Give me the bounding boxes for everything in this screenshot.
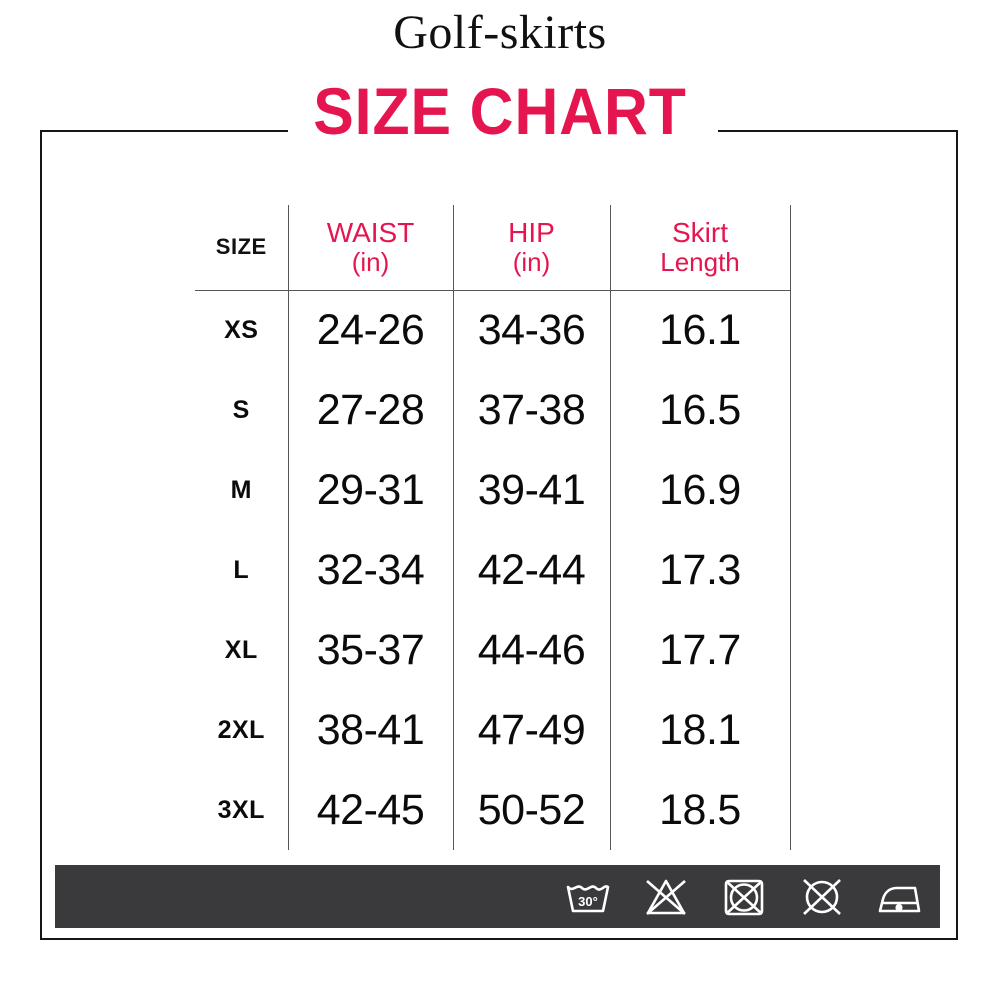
column-header-waist-label: WAIST [326, 217, 415, 249]
cell-size: L [233, 555, 250, 584]
table-header: SIZE WAIST (in) HIP (in) Skirt Length [195, 205, 791, 291]
column-header-waist: WAIST (in) [287, 205, 453, 291]
machine-wash-30-icon: 30° [562, 875, 614, 919]
do-not-dry-clean-icon [796, 875, 848, 919]
cell-hip: 37-38 [452, 370, 610, 450]
brand-title: Golf-skirts [393, 6, 607, 59]
cell-waist: 35-37 [287, 610, 453, 690]
cell-size: XS [224, 315, 259, 344]
cell-hip: 34-36 [452, 290, 610, 370]
cell-waist: 24-26 [287, 290, 453, 370]
table-header-row: SIZE WAIST (in) HIP (in) Skirt Length [195, 205, 791, 291]
cell-hip: 44-46 [452, 610, 610, 690]
cell-hip: 50-52 [452, 770, 610, 850]
cell-size: XL [224, 635, 258, 664]
table-row: S 27-28 37-38 16.5 [195, 370, 791, 450]
table-row: XS 24-26 34-36 16.1 [195, 290, 791, 370]
column-header-hip-label: HIP [508, 217, 555, 249]
cell-hip: 39-41 [452, 450, 610, 530]
column-header-waist-unit: (in) [351, 247, 390, 278]
cell-skirt: 16.5 [609, 370, 791, 450]
size-table-wrapper: SIZE WAIST (in) HIP (in) Skirt Length XS [195, 205, 791, 850]
cell-skirt: 17.7 [609, 610, 791, 690]
column-header-hip: HIP (in) [452, 205, 610, 291]
svg-text:30°: 30° [578, 894, 598, 909]
cell-waist: 38-41 [287, 690, 453, 770]
frame-title-gap [288, 122, 718, 144]
cell-size: M [230, 475, 252, 504]
do-not-tumble-dry-icon [718, 875, 770, 919]
cell-waist: 42-45 [287, 770, 453, 850]
cell-hip: 42-44 [452, 530, 610, 610]
care-symbols-bar: 30° [55, 865, 940, 928]
cell-skirt: 18.5 [609, 770, 791, 850]
table-row: M 29-31 39-41 16.9 [195, 450, 791, 530]
table-body: XS 24-26 34-36 16.1 S 27-28 37-38 16.5 M 29-31 39-… [195, 290, 791, 850]
column-header-hip-unit: (in) [512, 247, 551, 278]
column-header-skirt-length: Skirt Length [609, 205, 791, 291]
cell-skirt: 16.1 [609, 290, 791, 370]
column-header-skirt-label: Skirt [672, 217, 728, 249]
table-row: 3XL 42-45 50-52 18.5 [195, 770, 791, 850]
cell-waist: 29-31 [287, 450, 453, 530]
column-header-size: SIZE [195, 205, 288, 291]
column-header-skirt-unit: Length [660, 247, 740, 278]
table-row: 2XL 38-41 47-49 18.1 [195, 690, 791, 770]
cell-hip: 47-49 [452, 690, 610, 770]
cell-waist: 27-28 [287, 370, 453, 450]
iron-low-heat-icon [874, 875, 926, 919]
cell-skirt: 18.1 [609, 690, 791, 770]
cell-skirt: 16.9 [609, 450, 791, 530]
cell-size: S [232, 395, 250, 424]
page-title: SIZE CHART [313, 74, 687, 148]
cell-size: 3XL [217, 795, 265, 824]
cell-skirt: 17.3 [609, 530, 791, 610]
cell-size: 2XL [217, 715, 265, 744]
table-row: L 32-34 42-44 17.3 [195, 530, 791, 610]
size-table: SIZE WAIST (in) HIP (in) Skirt Length XS [195, 205, 791, 850]
cell-waist: 32-34 [287, 530, 453, 610]
table-row: XL 35-37 44-46 17.7 [195, 610, 791, 690]
do-not-bleach-icon [640, 875, 692, 919]
